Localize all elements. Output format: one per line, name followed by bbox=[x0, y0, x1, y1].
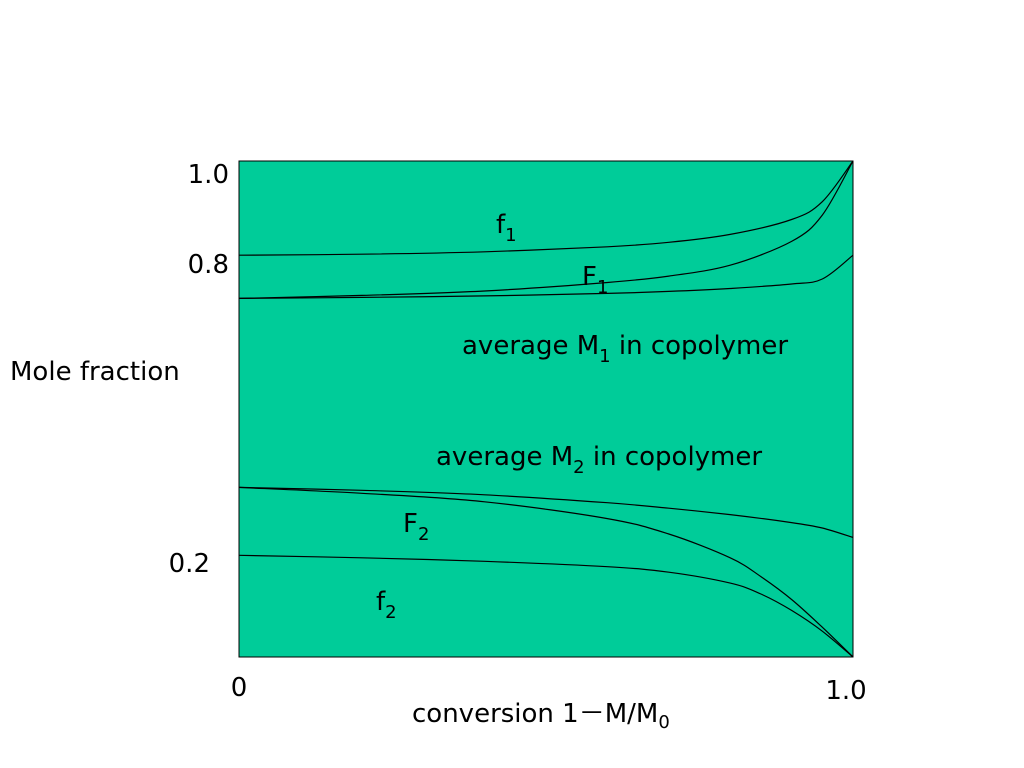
y-axis-title: Mole fraction bbox=[10, 357, 180, 387]
annotation-f2-sub: 2 bbox=[385, 602, 396, 623]
annotation-average-m2-after: in copolymer bbox=[585, 442, 763, 472]
annotation-f2: f2 bbox=[376, 587, 397, 623]
series-lines bbox=[238, 160, 854, 658]
annotation-F2: F2 bbox=[403, 509, 429, 545]
annotation-F1-sub: 1 bbox=[597, 277, 608, 298]
y-tick-label-0-2: 0.2 bbox=[169, 549, 210, 579]
x-axis-title: conversion 1－M/M0 bbox=[412, 699, 670, 733]
y-tick-label-1-0: 1.0 bbox=[188, 160, 229, 190]
x-tick-label-1-0: 1.0 bbox=[825, 676, 866, 706]
annotation-average-m1: average M1 in copolymer bbox=[462, 331, 788, 367]
series-line-average-m1-in-copolymer bbox=[238, 254, 854, 299]
annotation-F1-main: F bbox=[582, 262, 597, 292]
series-line-average-m2-in-copolymer bbox=[238, 486, 854, 539]
plot-area bbox=[238, 160, 854, 658]
annotation-average-m2: average M2 in copolymer bbox=[436, 442, 762, 478]
annotation-F2-main: F bbox=[403, 509, 418, 539]
annotation-average-m1-after: in copolymer bbox=[611, 331, 789, 361]
x-tick-label-0: 0 bbox=[231, 673, 248, 703]
x-axis-title-main: conversion 1 bbox=[412, 699, 579, 729]
annotation-f2-main: f bbox=[376, 587, 386, 617]
series-line-f1 bbox=[238, 160, 854, 299]
series-line-f2 bbox=[238, 554, 854, 658]
annotation-average-m2-sub: 2 bbox=[573, 457, 584, 478]
y-tick-label-0-8: 0.8 bbox=[188, 250, 229, 280]
annotation-f1: f1 bbox=[496, 210, 517, 246]
annotation-F2-sub: 2 bbox=[418, 524, 429, 545]
series-line-f1 bbox=[238, 160, 854, 256]
annotation-f1-sub: 1 bbox=[505, 225, 516, 246]
series-line-f2 bbox=[238, 486, 854, 658]
x-axis-title-after: M/M bbox=[605, 699, 659, 729]
annotation-average-m2-main: average M bbox=[436, 442, 573, 472]
x-axis-title-dash: － bbox=[579, 699, 605, 729]
annotation-f1-main: f bbox=[496, 210, 506, 240]
x-axis-title-subscript: 0 bbox=[658, 712, 669, 733]
annotation-average-m1-sub: 1 bbox=[599, 346, 610, 367]
annotation-average-m1-main: average M bbox=[462, 331, 599, 361]
annotation-F1: F1 bbox=[582, 262, 608, 298]
